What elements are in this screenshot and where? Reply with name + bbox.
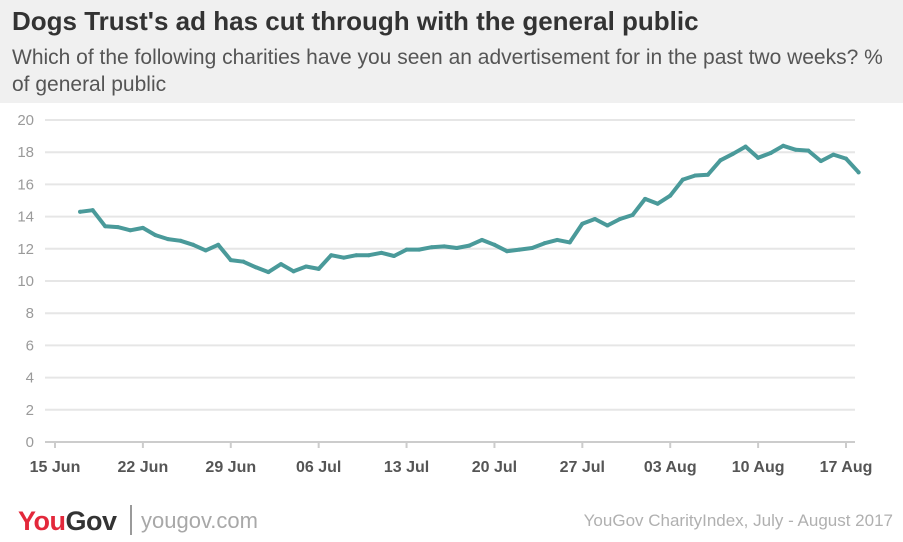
chart-header: Dogs Trust's ad has cut through with the… [0,0,903,103]
data-point [718,158,723,163]
data-point [379,250,384,255]
y-tick-label: 6 [26,337,34,354]
y-tick-label: 16 [17,176,34,193]
data-point [567,240,572,245]
chart-title: Dogs Trust's ad has cut through with the… [12,6,699,36]
data-point [166,237,170,242]
x-tick-label: 06 Jul [296,459,341,476]
logo-you-text: You [18,506,66,536]
data-point [429,245,434,250]
y-tick-label: 0 [26,434,34,451]
data-point [454,245,459,250]
x-tick-label: 17 Aug [820,459,873,476]
data-point [605,223,610,228]
data-point [655,201,660,206]
data-point [191,242,196,247]
x-tick-label: 20 Jul [472,459,517,476]
data-point [115,225,120,230]
data-point [442,244,447,249]
data-point [304,264,309,269]
source-note: YouGov CharityIndex, July - August 2017 [583,511,893,530]
data-point [178,238,183,243]
series-line [78,143,861,275]
data-point [417,247,422,252]
data-point [228,258,233,263]
y-tick-label: 2 [26,402,34,419]
y-tick-label: 10 [17,273,34,290]
data-point [479,237,484,242]
y-tick-label: 20 [17,112,34,129]
x-tick-label: 10 Aug [732,459,785,476]
data-point [316,266,321,271]
x-tick-label: 29 Jun [205,459,256,476]
data-point [630,212,635,217]
data-point [856,170,861,175]
data-point [354,253,359,258]
data-point [756,155,761,160]
x-tick-label: 22 Jun [118,459,169,476]
data-point [266,270,271,275]
data-point [781,143,786,148]
chart-subtitle: Which of the following charities have yo… [12,46,883,96]
y-tick-label: 8 [26,305,34,322]
website-link[interactable]: yougov.com [141,508,258,533]
x-tick-label: 13 Jul [384,459,429,476]
line-chart: 0 2 4 6 8 10 12 14 16 18 20 15 Jun 22 Jun 29 Jun 06 Ju… [17,112,873,476]
y-tick-label: 14 [17,209,34,226]
data-point [542,241,547,246]
data-point [831,152,836,157]
data-point [743,144,748,149]
data-point [806,148,811,153]
logo-gov-text: Gov [65,506,118,536]
data-point [78,209,83,214]
data-point [580,221,585,226]
data-point [253,265,258,270]
x-tick-label: 27 Jul [560,459,605,476]
data-point [467,243,472,248]
data-point [555,237,560,242]
data-point [128,228,133,233]
data-point [844,156,848,161]
data-point [90,208,95,213]
yougov-logo: YouGov [18,506,117,537]
y-tick-label: 12 [17,241,34,258]
data-point [329,253,334,258]
data-point [216,242,221,247]
y-tick-label: 4 [26,370,34,387]
data-point [279,262,283,267]
data-point [103,224,108,229]
data-point [241,259,246,264]
data-point [366,253,371,258]
data-point [505,249,509,254]
data-point [392,254,396,259]
data-point [793,147,798,152]
x-tick-label: 03 Aug [644,459,697,476]
data-point [203,248,208,253]
data-point [291,269,296,274]
data-point [492,242,497,247]
data-point [341,255,346,260]
data-point [731,151,735,156]
data-point [404,247,409,252]
data-point [818,159,823,164]
data-point [140,225,145,230]
data-point [680,177,685,182]
data-point [618,217,622,222]
footer-divider [130,505,132,535]
data-point [517,247,522,252]
data-point [530,245,535,250]
data-point [592,217,597,222]
data-point [153,233,158,238]
data-point [693,173,698,178]
data-point [643,196,648,201]
y-tick-label: 18 [17,144,34,161]
data-point [705,172,710,177]
x-tick-label: 15 Jun [30,459,81,476]
data-point [668,193,673,198]
data-point [768,151,773,156]
